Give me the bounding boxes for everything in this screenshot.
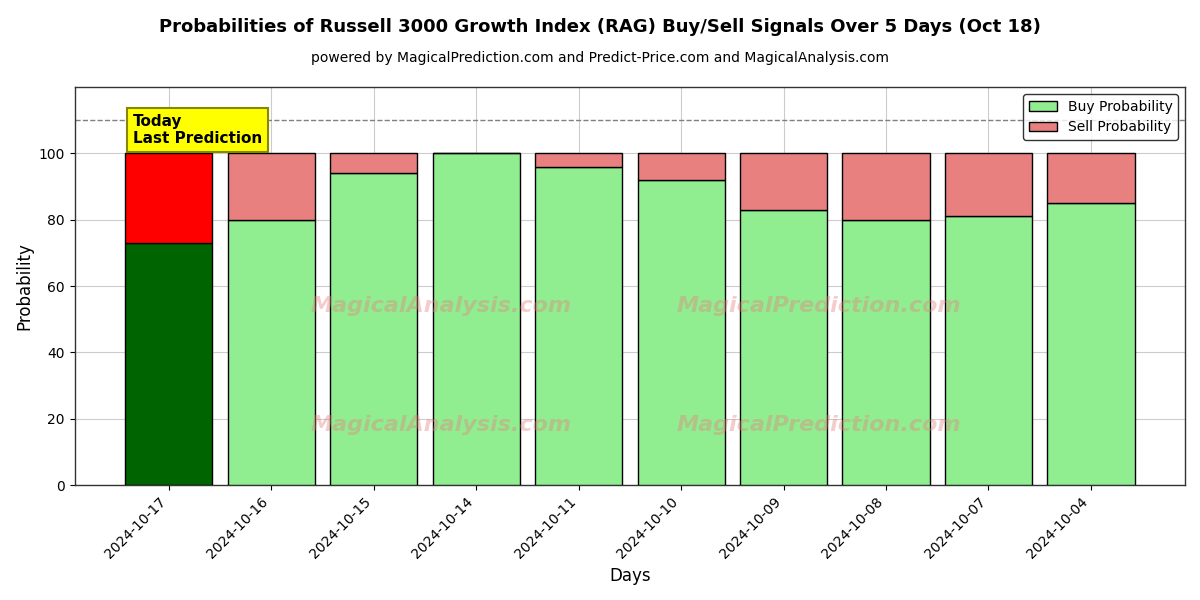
Bar [125,243,212,485]
Bar [228,154,314,220]
Bar [330,173,418,485]
Bar [944,217,1032,485]
Y-axis label: Probability: Probability [16,242,34,330]
Text: MagicalAnalysis.com: MagicalAnalysis.com [311,296,571,316]
Legend: Buy Probability, Sell Probability: Buy Probability, Sell Probability [1024,94,1178,140]
Text: MagicalPrediction.com: MagicalPrediction.com [677,415,961,436]
Bar [330,154,418,173]
Bar [637,154,725,180]
Bar [944,154,1032,217]
Bar [637,180,725,485]
Bar [1048,203,1134,485]
Text: Probabilities of Russell 3000 Growth Index (RAG) Buy/Sell Signals Over 5 Days (O: Probabilities of Russell 3000 Growth Ind… [160,18,1040,36]
Bar [740,154,827,210]
Bar [432,154,520,485]
X-axis label: Days: Days [610,567,650,585]
Bar [842,154,930,220]
Bar [535,167,622,485]
Bar [228,220,314,485]
Text: powered by MagicalPrediction.com and Predict-Price.com and MagicalAnalysis.com: powered by MagicalPrediction.com and Pre… [311,51,889,65]
Bar [125,154,212,243]
Text: Today
Last Prediction: Today Last Prediction [133,114,262,146]
Bar [740,210,827,485]
Text: MagicalPrediction.com: MagicalPrediction.com [677,296,961,316]
Text: MagicalAnalysis.com: MagicalAnalysis.com [311,415,571,436]
Bar [535,154,622,167]
Bar [1048,154,1134,203]
Bar [842,220,930,485]
